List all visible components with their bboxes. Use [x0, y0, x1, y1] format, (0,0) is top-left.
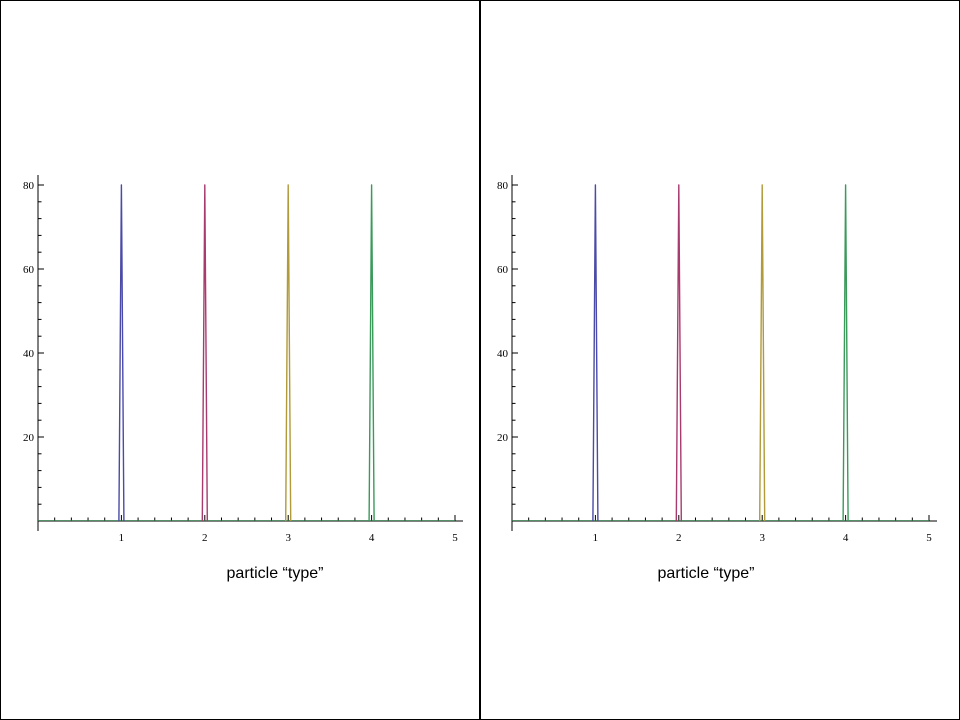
series-peak-3: [284, 184, 292, 522]
x-tick-label: 4: [369, 532, 375, 544]
series-peak-1: [592, 184, 599, 522]
series-peak-4: [368, 184, 375, 522]
series-peak-2: [201, 184, 209, 522]
x-tick-label: 1: [119, 532, 125, 544]
x-tick-label: 3: [285, 532, 291, 544]
y-tick-label: 40: [497, 348, 509, 360]
chart-left: 1 2 3 4 5 20 40 60 80: [23, 175, 463, 544]
x-tick-label: 4: [843, 532, 849, 544]
x-tick-label: 2: [676, 532, 682, 544]
panel-divider: [479, 0, 481, 720]
y-tick-label: 40: [23, 348, 35, 360]
chart-panel-left: 1 2 3 4 5 20 40 60 80 particle “type”: [23, 175, 463, 582]
y-tick-label: 60: [497, 264, 509, 276]
series-peak-4: [842, 184, 849, 522]
chart-right: 1 2 3 4 5 20 40 60 80: [497, 175, 937, 544]
y-tick-label: 80: [23, 180, 35, 192]
x-tick-label: 2: [202, 532, 208, 544]
series-peak-2: [675, 184, 683, 522]
y-tick-label: 20: [23, 432, 35, 444]
x-tick-label: 5: [452, 532, 458, 544]
series-peak-1: [118, 184, 125, 522]
y-tick-label: 60: [23, 264, 35, 276]
x-tick-label: 5: [926, 532, 932, 544]
x-axis-label: particle “type”: [657, 565, 755, 582]
x-axis-label: particle “type”: [226, 565, 324, 582]
x-tick-label: 1: [593, 532, 599, 544]
y-tick-label: 80: [497, 180, 509, 192]
series-peak-3: [758, 184, 766, 522]
x-tick-label: 3: [759, 532, 765, 544]
y-tick-label: 20: [497, 432, 509, 444]
chart-panel-right: 1 2 3 4 5 20 40 60 80 particle “type”: [480, 0, 960, 720]
